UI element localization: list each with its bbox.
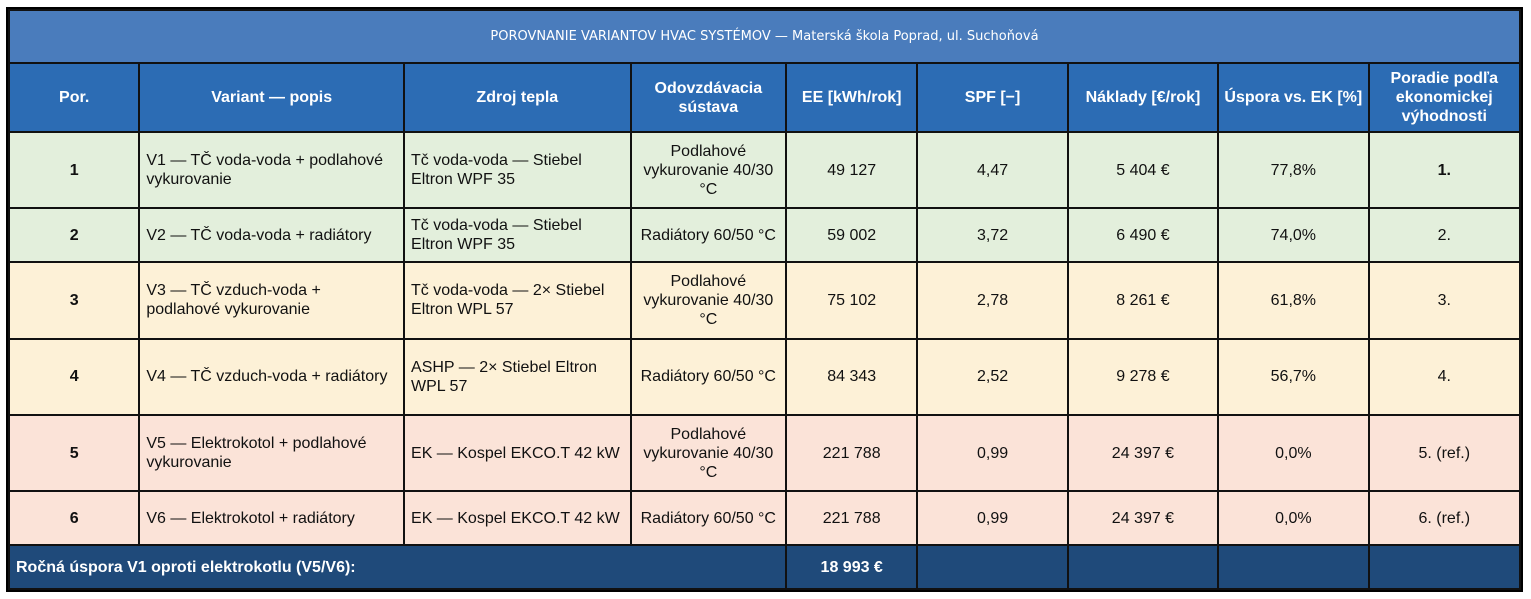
header-row: Por. Variant — popis Zdroj tepla Odovzdá… (10, 63, 1519, 132)
cell-naklady: 8 261 € (1068, 263, 1218, 338)
cell-variant: V1 — TČ voda-voda + podlahové vykurovani… (140, 133, 404, 208)
header-spf: SPF [−] (918, 63, 1067, 132)
cell-ee: 84 343 (787, 339, 917, 414)
cell-sustava: Podlahové vykurovanie 40/30 °C (631, 263, 786, 338)
table-row: 1 V1 — TČ voda-voda + podlahové vykurova… (10, 133, 1519, 208)
header-ee: EE [kWh/rok] (787, 63, 917, 132)
cell-ee: 75 102 (787, 263, 917, 338)
footer-value: 18 993 € (787, 546, 917, 588)
cell-por: 4 (10, 339, 139, 414)
cell-sustava: Podlahové vykurovanie 40/30 °C (631, 415, 786, 491)
cell-spf: 0,99 (918, 492, 1067, 545)
cell-zdroj: Tč voda-voda — 2× Stiebel Eltron WPL 57 (405, 263, 630, 338)
footer-empty-cell (1068, 546, 1218, 588)
table-row: 5 V5 — Elektrokotol + podlahové vykurova… (10, 415, 1519, 491)
cell-poradie: 5. (ref.) (1369, 415, 1519, 491)
cell-poradie: 3. (1369, 263, 1519, 338)
table-row: 3 V3 — TČ vzduch-voda + podlahové vykuro… (10, 263, 1519, 338)
cell-variant: V6 — Elektrokotol + radiátory (140, 492, 404, 545)
cell-sustava: Podlahové vykurovanie 40/30 °C (631, 133, 786, 208)
cell-ee: 221 788 (787, 492, 917, 545)
cell-por: 5 (10, 415, 139, 491)
cell-variant: V5 — Elektrokotol + podlahové vykurovani… (140, 415, 404, 491)
cell-spf: 0,99 (918, 415, 1067, 491)
cell-naklady: 5 404 € (1068, 133, 1218, 208)
cell-variant: V2 — TČ voda-voda + radiátory (140, 209, 404, 262)
cell-por: 2 (10, 209, 139, 262)
cell-naklady: 6 490 € (1068, 209, 1218, 262)
table-row: 2 V2 — TČ voda-voda + radiátory Tč voda-… (10, 209, 1519, 262)
cell-uspora: 74,0% (1219, 209, 1368, 262)
cell-por: 3 (10, 263, 139, 338)
header-por: Por. (10, 63, 139, 132)
cell-por: 1 (10, 133, 139, 208)
table-row: 4 V4 — TČ vzduch-voda + radiátory ASHP —… (10, 339, 1519, 414)
header-poradie: Poradie podľa ekonomickej výhodnosti (1369, 63, 1519, 132)
cell-spf: 2,52 (918, 339, 1067, 414)
cell-poradie: 2. (1369, 209, 1519, 262)
footer-empty-cell (918, 546, 1067, 588)
cell-por: 6 (10, 492, 139, 545)
header-variant: Variant — popis (140, 63, 404, 132)
cell-zdroj: Tč voda-voda — Stiebel Eltron WPF 35 (405, 133, 630, 208)
cell-uspora: 0,0% (1219, 415, 1368, 491)
cell-poradie: 1. (1369, 133, 1519, 208)
cell-ee: 59 002 (787, 209, 917, 262)
cell-zdroj: ASHP — 2× Stiebel Eltron WPL 57 (405, 339, 630, 414)
cell-naklady: 24 397 € (1068, 415, 1218, 491)
cell-poradie: 4. (1369, 339, 1519, 414)
footer-empty-cell (1219, 546, 1368, 588)
cell-poradie: 6. (ref.) (1369, 492, 1519, 545)
table-title: POROVNANIE VARIANTOV HVAC SYSTÉMOV — Mat… (10, 11, 1519, 62)
cell-variant: V4 — TČ vzduch-voda + radiátory (140, 339, 404, 414)
cell-ee: 221 788 (787, 415, 917, 491)
cell-naklady: 24 397 € (1068, 492, 1218, 545)
table-row: 6 V6 — Elektrokotol + radiátory EK — Kos… (10, 492, 1519, 545)
title-row: POROVNANIE VARIANTOV HVAC SYSTÉMOV — Mat… (10, 11, 1519, 62)
header-uspora: Úspora vs. EK [%] (1219, 63, 1368, 132)
cell-uspora: 77,8% (1219, 133, 1368, 208)
cell-uspora: 61,8% (1219, 263, 1368, 338)
cell-spf: 4,47 (918, 133, 1067, 208)
footer-empty-cell (1369, 546, 1519, 588)
cell-ee: 49 127 (787, 133, 917, 208)
header-sustava: Odovzdávacia sústava (631, 63, 786, 132)
cell-spf: 3,72 (918, 209, 1067, 262)
cell-spf: 2,78 (918, 263, 1067, 338)
cell-zdroj: Tč voda-voda — Stiebel Eltron WPF 35 (405, 209, 630, 262)
header-zdroj: Zdroj tepla (405, 63, 630, 132)
cell-uspora: 0,0% (1219, 492, 1368, 545)
footer-row: Ročná úspora V1 oproti elektrokotlu (V5/… (10, 546, 1519, 588)
cell-variant: V3 — TČ vzduch-voda + podlahové vykurova… (140, 263, 404, 338)
hvac-comparison-table: POROVNANIE VARIANTOV HVAC SYSTÉMOV — Mat… (8, 9, 1521, 590)
cell-uspora: 56,7% (1219, 339, 1368, 414)
header-naklady: Náklady [€/rok] (1068, 63, 1218, 132)
footer-label: Ročná úspora V1 oproti elektrokotlu (V5/… (10, 546, 786, 588)
cell-zdroj: EK — Kospel EKCO.T 42 kW (405, 415, 630, 491)
table-frame: POROVNANIE VARIANTOV HVAC SYSTÉMOV — Mat… (6, 7, 1523, 592)
cell-sustava: Radiátory 60/50 °C (631, 492, 786, 545)
cell-naklady: 9 278 € (1068, 339, 1218, 414)
cell-sustava: Radiátory 60/50 °C (631, 339, 786, 414)
cell-sustava: Radiátory 60/50 °C (631, 209, 786, 262)
cell-zdroj: EK — Kospel EKCO.T 42 kW (405, 492, 630, 545)
